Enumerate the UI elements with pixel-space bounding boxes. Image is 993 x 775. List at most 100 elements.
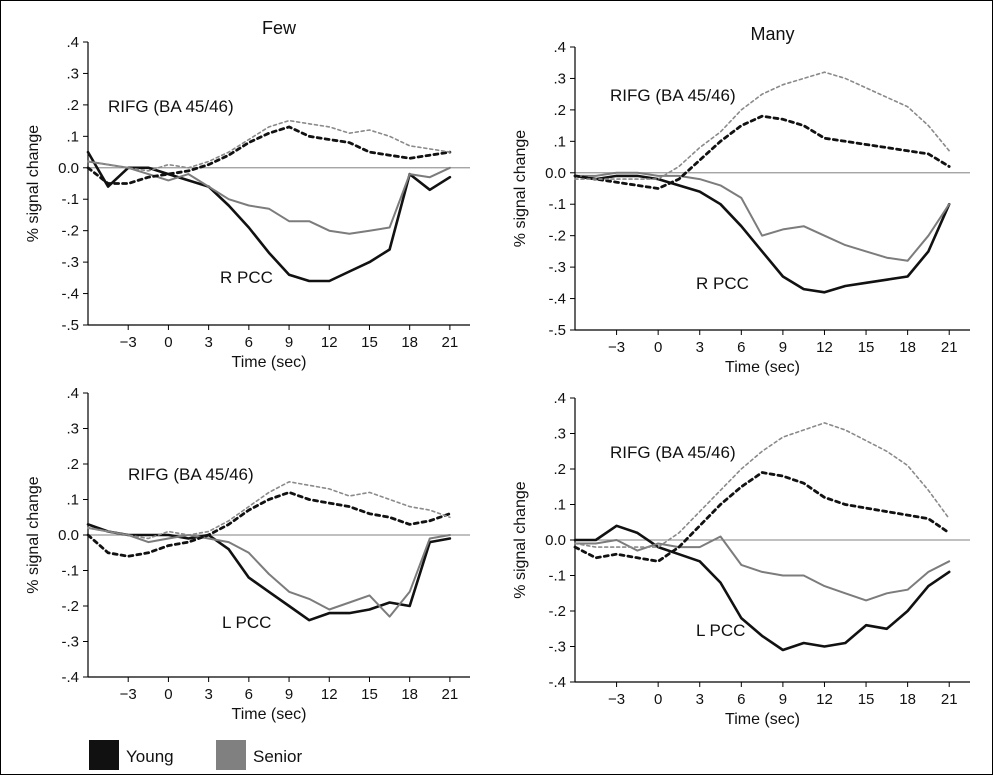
y-tick-label: -.3 [548, 639, 566, 656]
x-tick-label: 9 [285, 334, 293, 351]
y-tick-label: -.2 [61, 223, 79, 240]
y-tick-label: -.3 [61, 254, 79, 271]
y-tick-label: .2 [66, 456, 79, 473]
y-tick-label: .2 [66, 97, 79, 114]
x-tick-label: 6 [737, 339, 745, 356]
y-axis-title: % signal change [25, 125, 42, 243]
x-tick-label: 18 [899, 691, 916, 708]
y-tick-label: .4 [553, 390, 566, 407]
series-senior-pcc-line [87, 160, 451, 235]
x-axis-title: Time (sec) [232, 354, 307, 371]
x-tick-label: 21 [442, 686, 459, 703]
y-tick-label: 0.0 [58, 160, 79, 177]
y-tick-label: -.3 [61, 634, 79, 651]
y-tick-label: .1 [553, 133, 566, 150]
series-young-pcc-line [573, 174, 951, 294]
x-tick-label: 3 [696, 691, 704, 708]
y-tick-label: -.4 [548, 291, 566, 308]
x-tick-label: 0 [654, 339, 662, 356]
x-tick-label: 15 [361, 334, 378, 351]
panel-title: Few [262, 18, 297, 38]
series-senior-rifg-line [87, 480, 451, 540]
x-tick-label: −3 [608, 691, 625, 708]
x-tick-label: 18 [401, 686, 418, 703]
y-tick-label: -.2 [61, 598, 79, 615]
x-tick-label: 9 [779, 339, 787, 356]
series-senior-rifg-line [574, 422, 951, 548]
y-tick-label: -.4 [548, 674, 566, 691]
x-tick-label: 15 [361, 686, 378, 703]
y-tick-label: -.1 [61, 191, 79, 208]
y-tick-label: .4 [553, 39, 566, 56]
y-tick-label: .1 [66, 492, 79, 509]
x-tick-label: −3 [608, 339, 625, 356]
y-tick-label: -.1 [548, 196, 566, 213]
x-tick-label: 21 [941, 339, 958, 356]
y-tick-label: 0.0 [58, 527, 79, 544]
y-tick-label: .3 [66, 421, 79, 438]
rifg-annotation: RIFG (BA 45/46) [610, 86, 736, 105]
x-tick-label: 6 [737, 691, 745, 708]
series-young-pcc-line [86, 150, 452, 283]
x-tick-label: 15 [858, 691, 875, 708]
chart-panel-1: Few .4 .3 .2 .1 0.0 -.1 -.2 -.3 -.4 -.5 −3 0 3 6 9 12 15 1… [25, 18, 470, 371]
chart-panel-3: .4 .3 .2 .1 0.0 -.1 -.2 -.3 -.4 −3 0 3 6 9 12 15 18 21 Tim… [25, 385, 470, 723]
x-tick-label: 0 [654, 691, 662, 708]
x-axis-title: Time (sec) [725, 711, 800, 728]
legend: Young Senior [89, 740, 302, 770]
series-senior-rifg-line [574, 71, 951, 180]
x-tick-label: 15 [858, 339, 875, 356]
x-axis-title: Time (sec) [232, 706, 307, 723]
y-tick-label: .3 [66, 65, 79, 82]
x-tick-label: 12 [816, 339, 833, 356]
y-tick-label: 0.0 [545, 165, 566, 182]
y-tick-label: .2 [553, 102, 566, 119]
series-young-pcc-line [573, 524, 951, 652]
y-tick-label: .1 [553, 497, 566, 514]
series-senior-pcc-line [574, 171, 951, 262]
x-tick-label: 0 [164, 334, 172, 351]
y-tick-label: .4 [66, 385, 79, 402]
x-tick-label: 3 [204, 686, 212, 703]
y-tick-label: .1 [66, 128, 79, 145]
x-tick-label: 21 [941, 691, 958, 708]
y-tick-label: -.1 [548, 568, 566, 585]
y-tick-label: .4 [66, 34, 79, 51]
x-tick-label: 18 [899, 339, 916, 356]
series-young-rifg-line [86, 125, 452, 185]
pcc-annotation: L PCC [696, 621, 745, 640]
x-tick-label: 6 [245, 686, 253, 703]
x-tick-label: 3 [696, 339, 704, 356]
series-young-rifg-line [573, 471, 951, 563]
y-tick-label: .3 [553, 426, 566, 443]
y-axis-title: % signal change [512, 481, 529, 599]
x-tick-label: 3 [204, 334, 212, 351]
pcc-annotation: R PCC [696, 274, 749, 293]
series-senior-pcc-line [87, 526, 451, 618]
series-senior-rifg-line [87, 119, 451, 172]
x-tick-label: 9 [285, 686, 293, 703]
y-tick-label: -.4 [61, 669, 79, 686]
x-tick-label: 21 [442, 334, 459, 351]
series-senior-pcc-line [574, 535, 951, 602]
y-tick-label: -.3 [548, 259, 566, 276]
chart-panel-4: .4 .3 .2 .1 0.0 -.1 -.2 -.3 -.4 −3 0 3 6 9 12 15 18 21 Tim… [512, 390, 970, 728]
legend-label-young: Young [126, 747, 174, 766]
x-tick-label: −3 [120, 686, 137, 703]
x-axis-title: Time (sec) [725, 359, 800, 376]
rifg-annotation: RIFG (BA 45/46) [610, 443, 736, 462]
legend-swatch-young [89, 740, 119, 770]
y-tick-label: 0.0 [545, 532, 566, 549]
x-tick-label: 12 [321, 686, 338, 703]
x-tick-label: 12 [816, 691, 833, 708]
y-axis-title: % signal change [512, 130, 529, 248]
y-tick-label: -.4 [61, 286, 79, 303]
rifg-annotation: RIFG (BA 45/46) [128, 465, 254, 484]
chart-panel-2: Many .4 .3 .2 .1 0.0 -.1 -.2 -.3 -.4 -.5 −3 0 3 6 9 12 15… [512, 24, 970, 376]
x-tick-label: 12 [321, 334, 338, 351]
series-young-pcc-line [86, 523, 452, 622]
y-tick-label: .2 [553, 461, 566, 478]
rifg-annotation: RIFG (BA 45/46) [108, 97, 234, 116]
x-tick-label: 18 [401, 334, 418, 351]
